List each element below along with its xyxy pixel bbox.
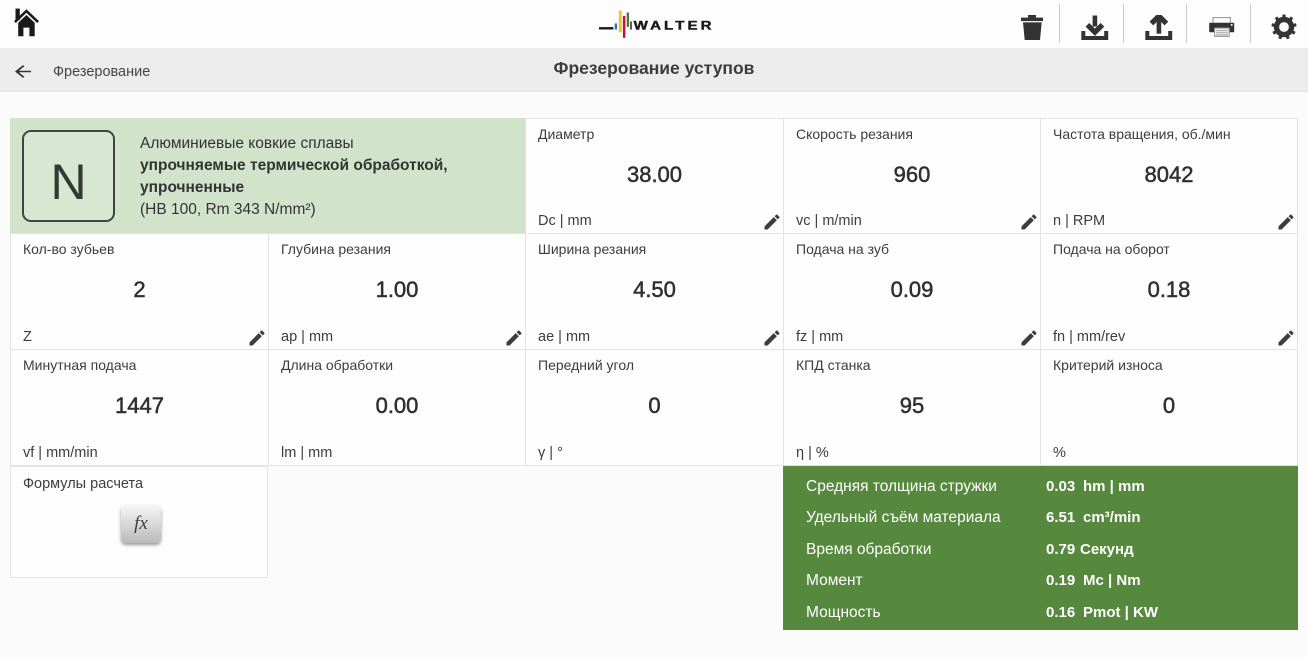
svg-text:WALTER: WALTER — [634, 19, 715, 33]
